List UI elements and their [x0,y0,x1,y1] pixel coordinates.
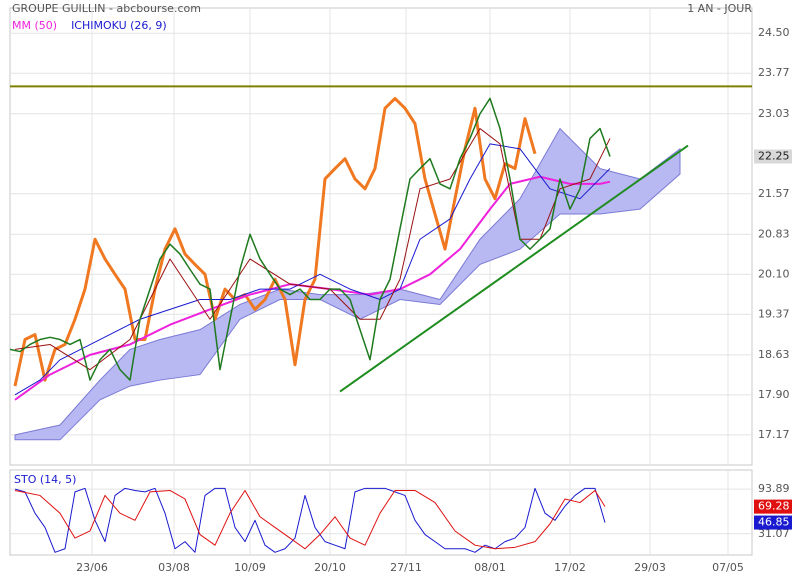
sto-frame [9,469,753,556]
y-tick-label: 19.37 [758,307,790,320]
y-tick-label: 23.77 [758,66,790,79]
legend-entry: MM (50) [12,19,57,32]
sto-title: STO (14, 5) [14,473,76,486]
x-tick-label: 03/08 [158,561,190,574]
last-value-label: 46.85 [758,516,790,529]
last-value-box [754,499,792,514]
y-tick-label: 20.83 [758,227,790,240]
x-tick-label: 27/11 [390,561,422,574]
x-tick-label: 23/06 [76,561,108,574]
last-value-box [754,515,792,530]
x-tick-label: 20/10 [314,561,346,574]
y-tick-label: 17.90 [758,388,790,401]
y-tick-label: 93.89 [758,482,790,495]
x-tick-label: 07/05 [712,561,744,574]
series-line [14,487,606,553]
y-tick-label: 17.17 [758,428,790,441]
y-tick-label: 23.03 [758,107,790,120]
y-tick-label: 20.10 [758,267,790,280]
legend-entry: ICHIMOKU (26, 9) [71,19,167,32]
last-value-box [754,149,792,164]
last-value-label: 22.25 [758,149,790,162]
chart-subtitle: 1 AN - JOUR [687,2,752,15]
series-line [13,96,537,387]
series-line [14,128,611,371]
x-tick-label: 08/01 [474,561,506,574]
main-frame [9,7,753,466]
trend-line [339,144,689,393]
y-tick-label: 18.63 [758,348,790,361]
plot-area [10,8,752,465]
plot-area [10,470,752,555]
series-line [10,97,611,381]
chart-title: GROUPE GUILLIN - abcbourse.com [12,2,201,15]
series-line [14,175,611,401]
ichimoku-cloud [14,127,681,441]
x-tick-label: 29/03 [634,561,666,574]
x-tick-label: 17/02 [554,561,586,574]
y-tick-label: 24.50 [758,26,790,39]
series-line [14,143,611,396]
series-line [14,489,606,550]
y-tick-label: 31.07 [758,527,790,540]
last-value-label: 69.28 [758,500,790,513]
y-tick-label: 21.57 [758,187,790,200]
x-tick-label: 10/09 [234,561,266,574]
